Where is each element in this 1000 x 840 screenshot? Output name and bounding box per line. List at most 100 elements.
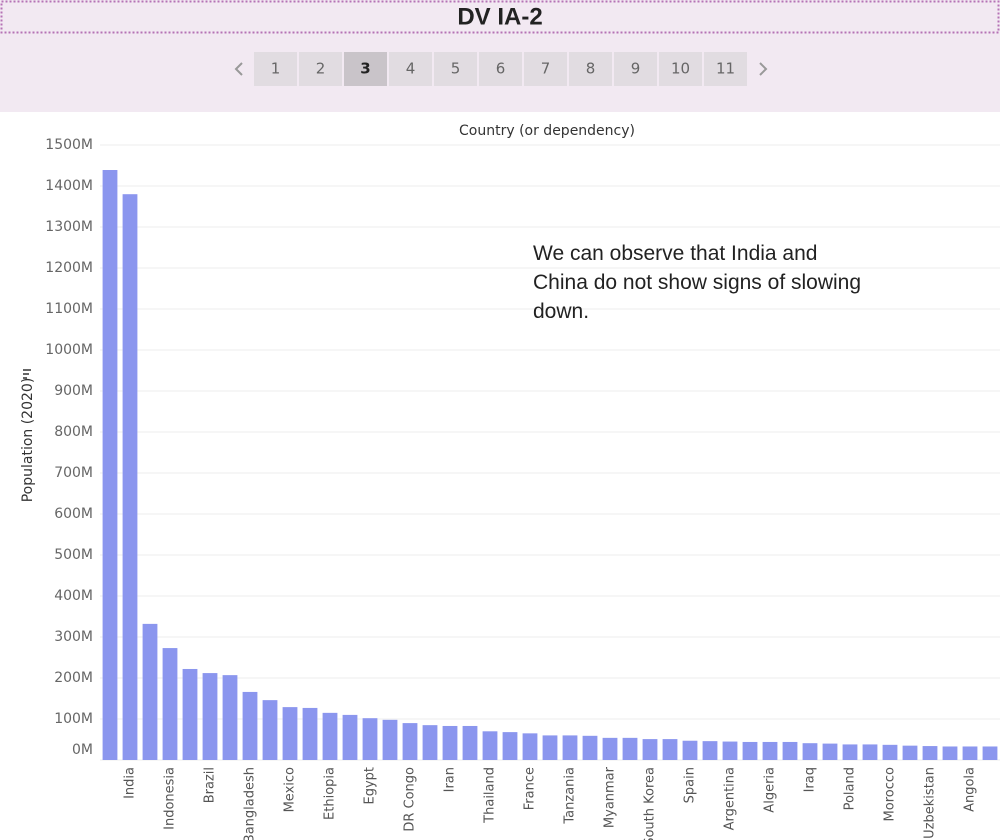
page-button[interactable] — [434, 52, 477, 86]
bar — [682, 740, 698, 760]
bar — [182, 668, 198, 760]
x-tick-label: Morocco — [883, 767, 898, 821]
page-label[interactable]: 4 — [406, 60, 416, 78]
bar — [802, 743, 818, 760]
y-tick-label: 1000M — [45, 342, 93, 358]
y-tick-label: 900M — [54, 383, 93, 399]
page-label[interactable]: 3 — [360, 60, 370, 78]
y-tick-label: 100M — [54, 711, 93, 727]
bar — [342, 714, 358, 760]
bar — [402, 723, 418, 760]
y-tick-label: 700M — [54, 465, 93, 481]
bar — [942, 746, 958, 760]
x-tick-label: DR Congo — [403, 767, 418, 832]
bar — [582, 735, 598, 760]
page-label[interactable]: 11 — [716, 60, 735, 78]
bar — [722, 741, 738, 760]
x-tick-label: Argentina — [723, 767, 738, 830]
page-button[interactable] — [479, 52, 522, 86]
bar — [862, 744, 878, 760]
bar — [642, 739, 658, 760]
dashboard-title: DV IA-2 — [457, 3, 542, 30]
bar — [302, 707, 318, 760]
page-button[interactable] — [254, 52, 297, 86]
page-button[interactable] — [614, 52, 657, 86]
next-arrow[interactable] — [759, 62, 768, 76]
page-button[interactable] — [524, 52, 567, 86]
sort-icon[interactable] — [23, 369, 31, 379]
page-label[interactable]: 2 — [316, 60, 326, 78]
bar — [442, 725, 458, 760]
page-label[interactable]: 6 — [496, 60, 506, 78]
y-tick-label: 1300M — [45, 219, 93, 235]
bar — [922, 746, 938, 760]
page-button[interactable] — [704, 52, 747, 86]
bar — [322, 712, 338, 760]
y-tick-label: 400M — [54, 588, 93, 604]
y-tick-label: 1200M — [45, 260, 93, 276]
bar — [162, 648, 178, 760]
bar — [482, 731, 498, 760]
bar — [662, 739, 678, 760]
prev-arrow[interactable] — [234, 62, 243, 76]
bar — [842, 744, 858, 760]
bar — [882, 744, 898, 760]
y-tick-label: 600M — [54, 506, 93, 522]
bar — [462, 725, 478, 760]
bar — [242, 691, 258, 760]
x-tick-label: Indonesia — [163, 767, 178, 830]
x-tick-label: Angola — [963, 767, 978, 812]
bar — [282, 707, 298, 760]
x-tick-label: Brazil — [203, 767, 218, 803]
x-tick-label: Iraq — [803, 767, 818, 792]
bar — [522, 733, 538, 760]
page-button[interactable] — [659, 52, 702, 86]
page-button[interactable] — [344, 52, 387, 86]
bar — [222, 675, 238, 760]
title-frame — [0, 0, 1000, 34]
x-tick-label: Myanmar — [603, 766, 618, 828]
y-tick-label: 800M — [54, 424, 93, 440]
y-tick-label: 1500M — [45, 137, 93, 153]
page-label[interactable]: 7 — [541, 60, 551, 78]
bar — [982, 746, 998, 760]
x-tick-label: India — [123, 767, 138, 799]
y-tick-label: 300M — [54, 629, 93, 645]
page-button[interactable] — [299, 52, 342, 86]
page-button[interactable] — [569, 52, 612, 86]
x-tick-label: Ethiopia — [323, 767, 338, 820]
x-tick-label: Bangladesh — [243, 767, 258, 840]
x-tick-label: France — [523, 767, 538, 810]
x-tick-label: Mexico — [283, 767, 298, 812]
bar — [142, 623, 158, 760]
y-tick-label: 1400M — [45, 178, 93, 194]
x-tick-label: Poland — [843, 767, 858, 810]
x-tick-label: Spain — [683, 767, 698, 803]
bar — [742, 741, 758, 760]
bar — [962, 746, 978, 760]
bar — [262, 700, 278, 760]
page-label[interactable]: 10 — [671, 60, 690, 78]
bar — [102, 170, 118, 760]
page-label[interactable]: 5 — [451, 60, 461, 78]
annotation: We can observe that India and China do n… — [533, 242, 862, 323]
x-tick-label: Iran — [443, 767, 458, 792]
bar — [542, 735, 558, 760]
page-label[interactable]: 9 — [631, 60, 641, 78]
bar — [202, 673, 218, 760]
bar — [502, 732, 518, 760]
x-tick-label: South Korea — [643, 767, 658, 840]
bar — [902, 745, 918, 760]
bar — [702, 741, 718, 760]
bar — [762, 741, 778, 760]
x-tick-label: Uzbekistan — [923, 767, 938, 839]
x-tick-label: Thailand — [483, 767, 498, 824]
page-label[interactable]: 1 — [271, 60, 281, 78]
x-tick-label: Algeria — [763, 767, 778, 813]
y-tick-label: 1100M — [45, 301, 93, 317]
x-axis-title: Country (or dependency) — [459, 123, 635, 139]
page-button[interactable] — [389, 52, 432, 86]
page-label[interactable]: 8 — [586, 60, 596, 78]
y-tick-label: 0M — [72, 742, 93, 758]
